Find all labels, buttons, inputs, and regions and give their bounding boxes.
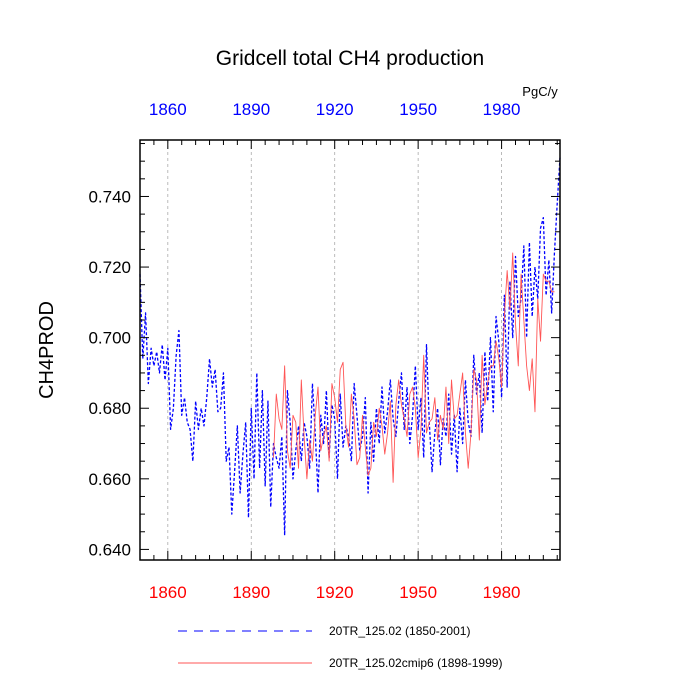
units-label: PgC/y [522,84,558,99]
legend-label-series2: 20TR_125.02cmip6 (1898-1999) [329,656,502,670]
x-tick-label-bottom: 1980 [483,583,521,602]
chart-title: Gridcell total CH4 production [216,47,484,70]
ticklabel-layer: 1860 1860 1890 1890 1920 1920 1950 1950 1980 1980… [88,100,520,602]
x-tick-label-top: 1980 [483,100,521,119]
x-tick-label-bottom: 1920 [316,583,354,602]
y-tick-label: 0.640 [88,540,131,559]
series-line-1 [139,157,561,536]
x-tick-label-top: 1860 [149,100,187,119]
grid-layer [167,140,502,560]
y-axis-label: CH4PROD [36,301,58,399]
y-tick-label: 0.700 [88,329,131,348]
legend-label-series1: 20TR_125.02 (1850-2001) [329,624,470,638]
plot-frame [139,139,561,561]
x-tick-label-bottom: 1890 [232,583,270,602]
legend: 20TR_125.02 (1850-2001) 20TR_125.02cmip6… [178,624,502,670]
x-tick-label-bottom: 1860 [149,583,187,602]
x-tick-label-bottom: 1950 [399,583,437,602]
tick-layer [139,140,560,560]
series-layer [139,157,561,536]
y-tick-label: 0.720 [88,258,131,277]
y-tick-label: 0.680 [88,399,131,418]
x-tick-label-top: 1920 [316,100,354,119]
x-tick-label-top: 1950 [399,100,437,119]
y-tick-label: 0.660 [88,470,131,489]
x-tick-label-top: 1890 [232,100,270,119]
series-line-2 [273,252,555,483]
y-tick-label: 0.740 [88,187,131,206]
